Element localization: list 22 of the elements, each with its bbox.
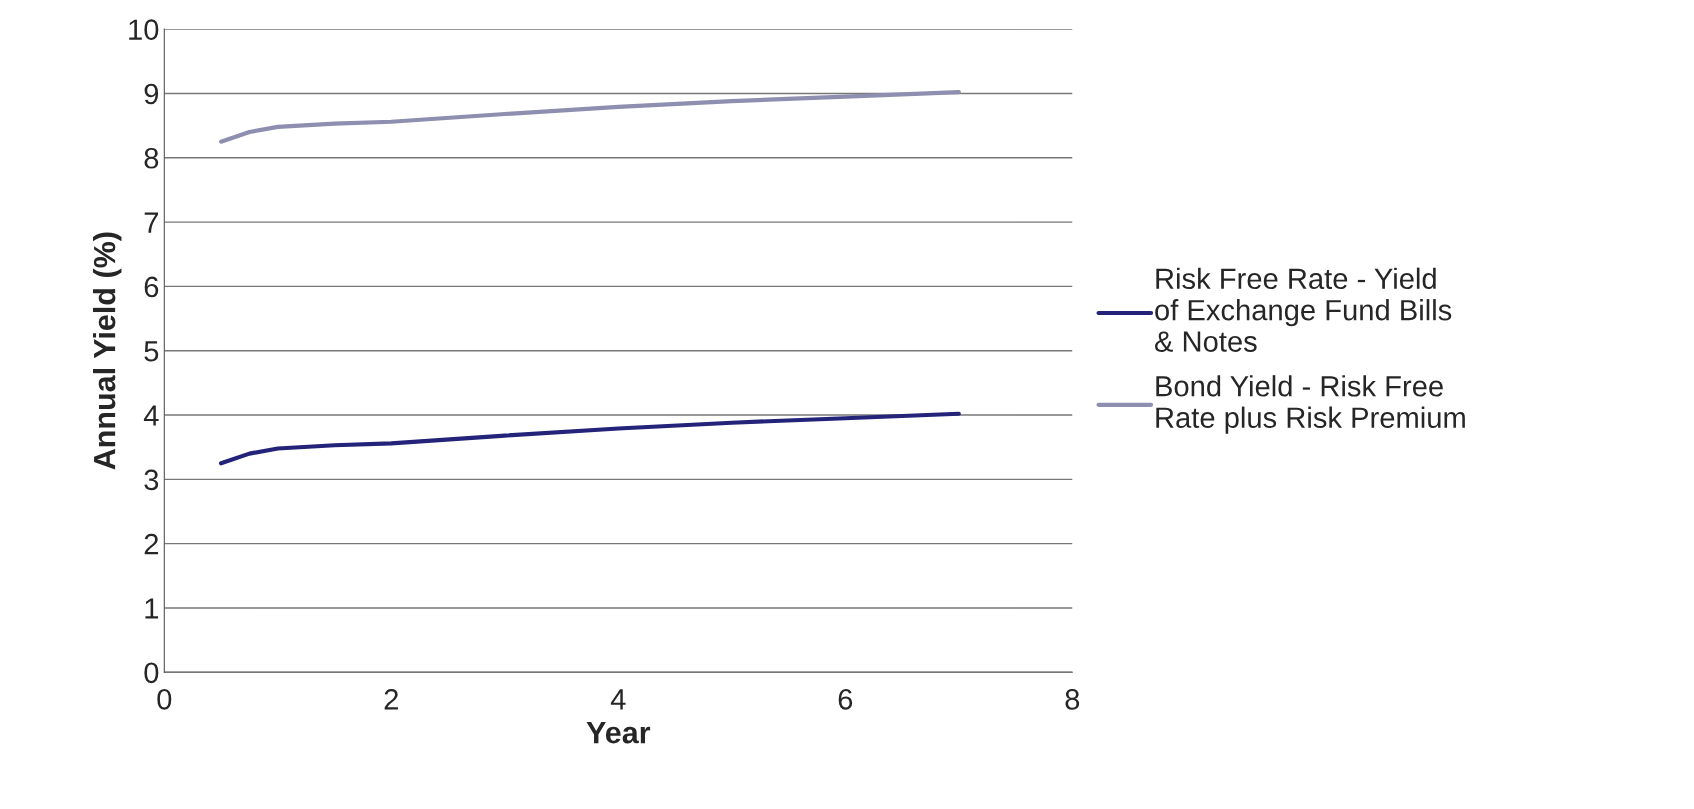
x-tick-label: 8 xyxy=(1065,689,1080,710)
x-tick-label: 4 xyxy=(610,689,626,710)
legend-label: Bond Yield - Risk Free Rate plus Risk Premium xyxy=(1156,375,1465,434)
y-tick-label: 6 xyxy=(144,276,159,298)
y-tick-label: 9 xyxy=(144,83,159,105)
y-axis-title: Annual Yield (%) xyxy=(92,232,122,470)
y-tick-label: 7 xyxy=(144,212,158,233)
y-tick-label: 5 xyxy=(144,341,159,362)
x-tick-label: 6 xyxy=(838,689,853,710)
y-tick-label: 8 xyxy=(144,147,159,169)
y-tick-label: 4 xyxy=(143,405,159,426)
y-tick-label: 10 xyxy=(129,19,159,40)
x-tick-label: 0 xyxy=(157,689,172,710)
x-axis-title: Year xyxy=(586,722,651,744)
x-tick-label: 2 xyxy=(384,689,398,710)
y-tick-label: 1 xyxy=(145,598,159,619)
line-series xyxy=(218,411,961,466)
legend-label: Risk Free Rate - Yield of Exchange Fund Bills & Notes xyxy=(1154,267,1452,352)
y-tick-label: 0 xyxy=(144,662,159,684)
line-series xyxy=(218,90,961,144)
y-tick-label: 3 xyxy=(144,469,159,491)
y-tick-label: 2 xyxy=(144,533,158,555)
